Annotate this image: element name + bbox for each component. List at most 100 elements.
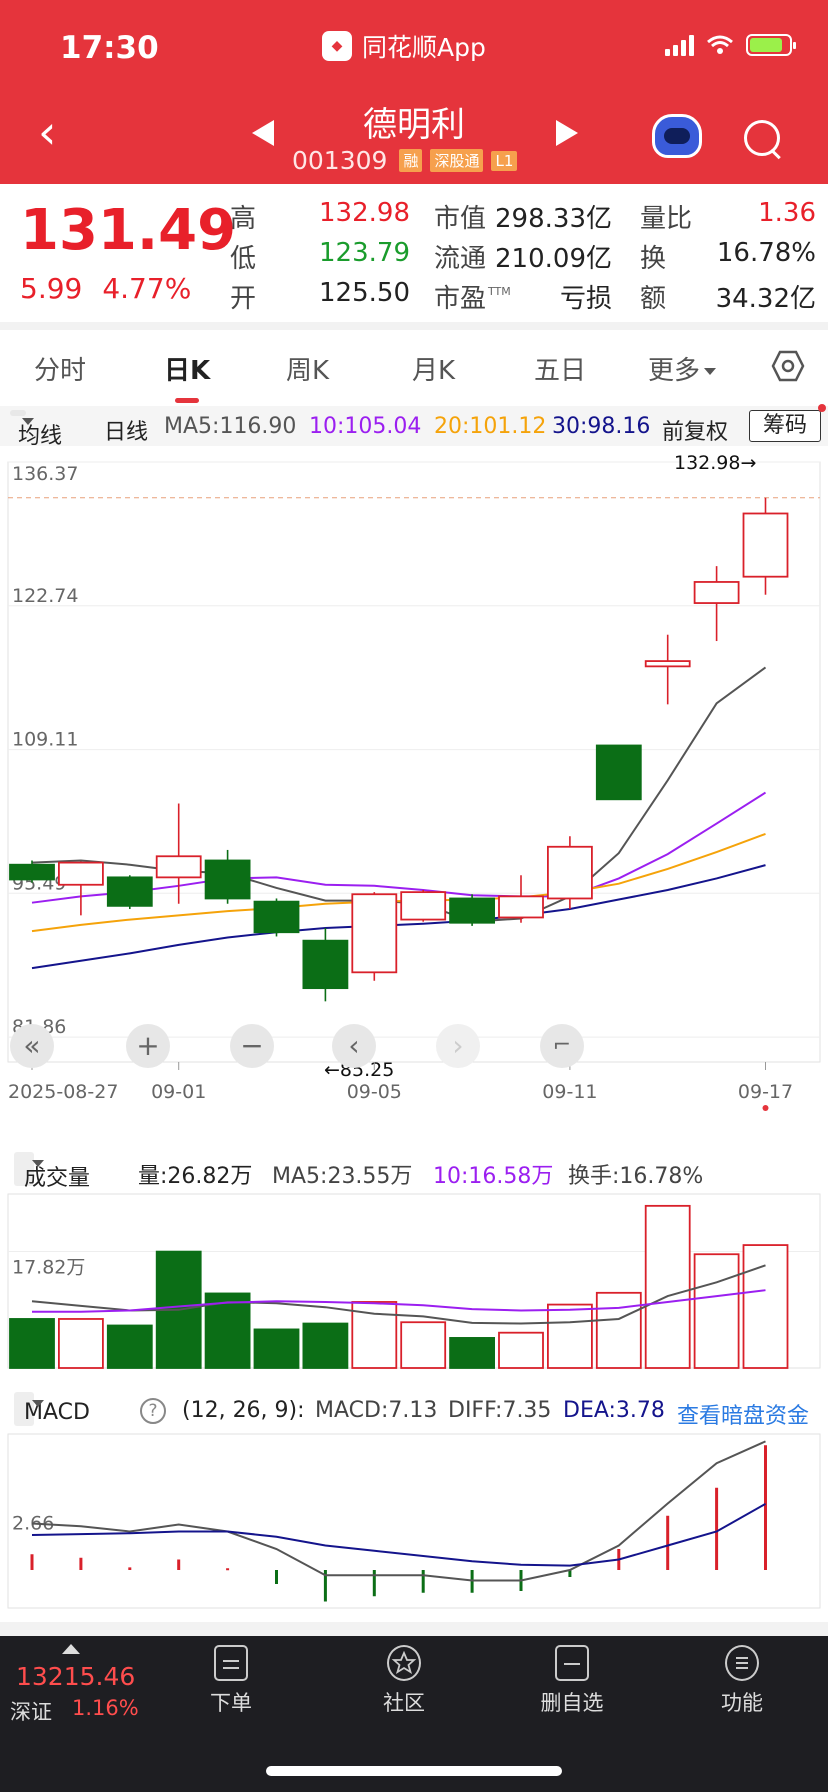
remove-watchlist-icon (555, 1645, 589, 1681)
zoom-out-button[interactable]: − (230, 1024, 274, 1068)
volume-label: 量:26.82万 (138, 1164, 253, 1189)
pan-left-button[interactable]: ‹ (332, 1024, 376, 1068)
x-tick-label: 09-17 (738, 1081, 793, 1103)
macd-diff-line (31, 1440, 766, 1582)
candle-body (351, 893, 398, 974)
kline-chart[interactable]: 136.37122.74109.1195.4981.86132.98→←85.2… (0, 446, 828, 1111)
macd-bar (421, 1570, 425, 1593)
low-value: 123.79 (319, 238, 410, 268)
macd-chart[interactable]: 2.66 (0, 1430, 828, 1620)
adjust-label[interactable]: 前复权 (662, 420, 729, 445)
tab-five-day[interactable]: 五日 (534, 356, 587, 386)
fullscreen-button[interactable]: ⌐ (540, 1024, 584, 1068)
plot-frame (7, 461, 821, 1063)
volume-bar (204, 1292, 251, 1369)
low-row: 低 123.79 (230, 238, 410, 275)
active-tab-indicator (175, 398, 199, 403)
pan-right-button[interactable]: › (436, 1024, 480, 1068)
nav-functions[interactable]: 功能 (682, 1645, 802, 1717)
back-icon[interactable]: ‹ (38, 105, 57, 159)
period-tabs: 分时 日K 周K 月K 五日 更多 (0, 330, 828, 406)
volume-bar (595, 1291, 642, 1369)
open-label: 开 (230, 284, 257, 314)
candle-body (644, 660, 691, 668)
macd-bar (568, 1570, 572, 1577)
volume-bar (449, 1337, 496, 1369)
tab-daily-k[interactable]: 日K (164, 356, 211, 386)
app-name: 同花顺App (362, 33, 486, 62)
candle-body (9, 863, 55, 881)
turnover-value: 16.78% (716, 238, 816, 268)
chips-button[interactable]: 筹码 (749, 410, 821, 442)
macd-header: MACD (12, 26, 9): MACD:7.13 DIFF:7.35 DE… (0, 1390, 828, 1430)
quote-panel: 131.49 5.99 4.77% 高 132.98 低 123.79 开 12… (0, 184, 828, 322)
mktcap-row: 市值 298.33亿 (434, 198, 612, 235)
prev-stock-icon[interactable] (252, 120, 274, 146)
volume-bar (693, 1253, 740, 1369)
volume-bar (547, 1303, 593, 1369)
y-tick-label: 122.74 (12, 585, 78, 607)
ma-selector-label: 均线 (18, 424, 63, 449)
ma-line-ma10 (31, 791, 767, 904)
volume-selector-label: 成交量 (24, 1166, 91, 1191)
settings-icon[interactable] (771, 350, 805, 382)
ma-bar: 均线 日线 MA5:116.90 10:105.04 20:101.12 30:… (0, 406, 828, 449)
volume-bar (302, 1322, 349, 1369)
search-icon[interactable] (744, 120, 784, 160)
nav-community[interactable]: 社区 (344, 1645, 464, 1717)
volume-ma10-label: 10:16.58万 (433, 1164, 554, 1189)
high-annotation: 132.98→ (674, 452, 756, 474)
nav-order[interactable]: 下单 (171, 1645, 291, 1717)
macd-bar (715, 1487, 719, 1570)
macd-selector[interactable]: MACD (14, 1392, 90, 1426)
battery-icon (746, 34, 796, 56)
pe-row: 市盈 TTM 亏损 (434, 278, 612, 315)
macd-bar (177, 1559, 181, 1570)
assistant-robot-icon[interactable] (652, 114, 702, 158)
tab-intraday[interactable]: 分时 (34, 356, 87, 386)
zoom-out-full-button[interactable]: « (10, 1024, 54, 1068)
home-indicator (266, 1766, 562, 1776)
stock-code-row: 001309 融 深股通 L1 (292, 146, 518, 175)
ma-selector[interactable]: 均线 (10, 410, 62, 449)
vol-ratio-row: 量比 1.36 (640, 198, 816, 235)
vol-ratio-value: 1.36 (758, 198, 816, 228)
macd-value-label: MACD:7.13 (315, 1398, 438, 1423)
candle-body (155, 855, 202, 879)
next-stock-icon[interactable] (556, 120, 578, 146)
open-row: 开 125.50 (230, 278, 410, 315)
nav-order-label: 下单 (210, 1691, 252, 1715)
ma-line-ma5 (31, 666, 767, 923)
amount-label: 额 (640, 284, 667, 314)
candle-body (204, 859, 251, 900)
app-badge: ◆ 同花顺App (322, 28, 486, 64)
chevron-down-icon (22, 418, 34, 425)
app-header: 17:30 ◆ 同花顺App ‹ 德明利 001309 融 深股通 L1 (0, 0, 828, 184)
nav-remove-watchlist[interactable]: 删自选 (512, 1645, 632, 1717)
plot-frame (7, 1433, 821, 1609)
amount-row: 额 34.32亿 (640, 278, 816, 315)
index-value[interactable]: 13215.46 (16, 1662, 136, 1691)
volume-selector[interactable]: 成交量 (14, 1152, 90, 1191)
candle-body (58, 861, 104, 886)
diff-value-label: DIFF:7.35 (448, 1398, 552, 1423)
zoom-in-button[interactable]: + (126, 1024, 170, 1068)
volume-chart[interactable]: 17.82万 (0, 1190, 828, 1380)
turnover-rate-label: 换手:16.78% (568, 1164, 704, 1189)
help-icon[interactable]: ? (140, 1398, 166, 1424)
index-name: 深证 (10, 1700, 52, 1724)
tab-more[interactable]: 更多 (648, 350, 717, 387)
tab-monthly-k[interactable]: 月K (412, 356, 456, 386)
x-tick-label: 09-05 (347, 1081, 402, 1103)
tab-weekly-k[interactable]: 周K (286, 356, 330, 386)
notification-dot (818, 404, 826, 412)
dark-pool-link[interactable]: 查看暗盘资金 (677, 1404, 810, 1429)
status-icons (665, 34, 796, 56)
volume-bar (644, 1204, 691, 1369)
high-label: 高 (230, 204, 257, 234)
ma20-label: 20:101.12 (434, 414, 547, 439)
nav-community-label: 社区 (383, 1691, 425, 1715)
signal-icon (665, 34, 694, 56)
ma30-label: 30:98.16 (552, 414, 651, 439)
stock-name: 德明利 (363, 105, 465, 145)
